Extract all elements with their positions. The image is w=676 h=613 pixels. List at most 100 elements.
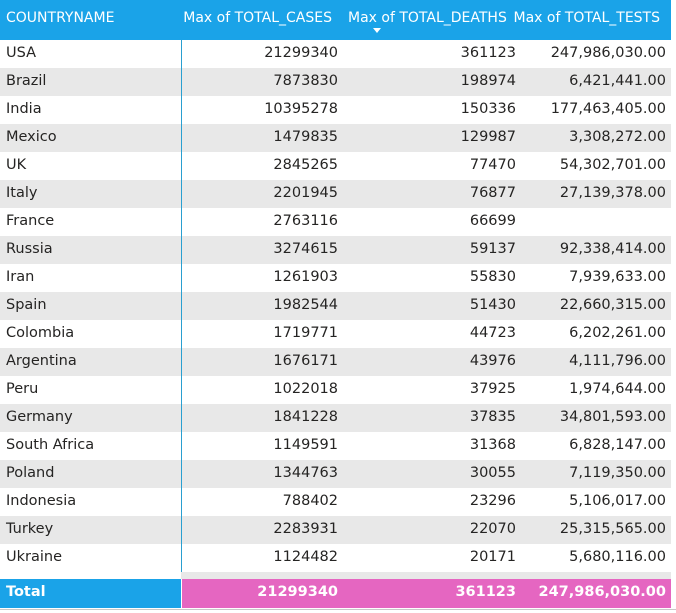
total-deaths-cell: 37925 <box>469 381 516 397</box>
country-cell: Colombia <box>6 325 75 341</box>
total-tests-cell: 1,974,644.00 <box>569 381 666 397</box>
total-deaths-cell: 30055 <box>469 465 516 481</box>
table-row[interactable]: Brazil 7873830 198974 6,421,441.00 <box>0 68 671 96</box>
total-tests-cell: 22,660,315.00 <box>559 297 666 313</box>
table-row[interactable]: Italy 2201945 76877 27,139,378.00 <box>0 180 671 208</box>
country-cell: South Africa <box>6 437 95 453</box>
total-tests-cell: 54,302,701.00 <box>559 157 666 173</box>
total-tests-cell: 5,106,017.00 <box>569 493 666 509</box>
table-row[interactable]: Ukraine 1124482 20171 5,680,116.00 <box>0 544 671 572</box>
column-header-total-tests[interactable]: Max of TOTAL_TESTS <box>513 10 660 26</box>
total-tests-cell: 247,986,030.00 <box>550 45 666 61</box>
table-row[interactable]: Iran 1261903 55830 7,939,633.00 <box>0 264 671 292</box>
total-cases-cell: 1841228 <box>273 409 338 425</box>
total-cases-cell: 21299340 <box>264 45 338 61</box>
total-deaths-cell: 55830 <box>469 269 516 285</box>
table-row[interactable]: Argentina 1676171 43976 4,111,796.00 <box>0 348 671 376</box>
total-deaths-cell: 31368 <box>469 437 516 453</box>
table-row[interactable]: Indonesia 788402 23296 5,106,017.00 <box>0 488 671 516</box>
total-tests-cell: 6,828,147.00 <box>569 437 666 453</box>
total-cases-cell: 3274615 <box>273 241 338 257</box>
partial-row <box>181 572 671 579</box>
country-cell: Ukraine <box>6 549 62 565</box>
country-cell: Mexico <box>6 129 57 145</box>
country-cell: Poland <box>6 465 55 481</box>
total-cases-cell: 1479835 <box>273 129 338 145</box>
total-cases-cell: 1149591 <box>273 437 338 453</box>
table-row[interactable]: Germany 1841228 37835 34,801,593.00 <box>0 404 671 432</box>
column-divider <box>181 40 182 579</box>
country-cell: Indonesia <box>6 493 77 509</box>
country-cell: India <box>6 101 42 117</box>
table-row[interactable]: USA 21299340 361123 247,986,030.00 <box>0 40 671 68</box>
total-tests-cell: 7,119,350.00 <box>569 465 666 481</box>
total-cases-cell: 1719771 <box>273 325 338 341</box>
table-row[interactable]: India 10395278 150336 177,463,405.00 <box>0 96 671 124</box>
total-tests-cell: 25,315,565.00 <box>559 521 666 537</box>
table-row[interactable]: Russia 3274615 59137 92,338,414.00 <box>0 236 671 264</box>
total-deaths-cell: 59137 <box>469 241 516 257</box>
table-row[interactable]: Turkey 2283931 22070 25,315,565.00 <box>0 516 671 544</box>
total-cases-cell: 2201945 <box>273 185 338 201</box>
country-cell: Argentina <box>6 353 77 369</box>
total-cases-cell: 7873830 <box>273 73 338 89</box>
total-cases-cell: 788402 <box>282 493 338 509</box>
table-row[interactable]: France 2763116 66699 <box>0 208 671 236</box>
total-cases-cell: 1344763 <box>273 465 338 481</box>
total-deaths-cell: 361123 <box>460 45 516 61</box>
total-tests-cell: 34,801,593.00 <box>559 409 666 425</box>
total-label-cell: Total <box>0 579 181 608</box>
country-cell: UK <box>6 157 27 173</box>
column-header-countryname[interactable]: COUNTRYNAME <box>6 10 115 26</box>
country-cell: Russia <box>6 241 53 257</box>
total-values-cell: 21299340 361123 247,986,030.00 <box>182 579 671 608</box>
table-header: COUNTRYNAME Max of TOTAL_CASES Max of TO… <box>0 0 671 40</box>
table-row[interactable]: Spain 1982544 51430 22,660,315.00 <box>0 292 671 320</box>
total-cases-cell: 1022018 <box>273 381 338 397</box>
country-cell: Spain <box>6 297 47 313</box>
column-header-total-cases[interactable]: Max of TOTAL_CASES <box>183 10 332 26</box>
total-tests-cell: 92,338,414.00 <box>559 241 666 257</box>
total-cases-cell: 1676171 <box>273 353 338 369</box>
table-row[interactable]: Peru 1022018 37925 1,974,644.00 <box>0 376 671 404</box>
sort-descending-icon[interactable] <box>373 28 381 33</box>
total-deaths-cell: 66699 <box>469 213 516 229</box>
column-header-total-deaths[interactable]: Max of TOTAL_DEATHS <box>348 10 507 26</box>
table-row[interactable]: Mexico 1479835 129987 3,308,272.00 <box>0 124 671 152</box>
table-bottom-border <box>0 609 676 610</box>
total-cases-cell: 10395278 <box>264 101 338 117</box>
table-row[interactable]: South Africa 1149591 31368 6,828,147.00 <box>0 432 671 460</box>
total-tests: 247,986,030.00 <box>538 584 666 600</box>
table-body: USA 21299340 361123 247,986,030.00 Brazil 787… <box>0 40 671 572</box>
total-deaths-cell: 37835 <box>469 409 516 425</box>
total-deaths-cell: 76877 <box>469 185 516 201</box>
total-tests-cell: 7,939,633.00 <box>569 269 666 285</box>
total-deaths-cell: 51430 <box>469 297 516 313</box>
country-cell: Brazil <box>6 73 47 89</box>
total-row: Total 21299340 361123 247,986,030.00 <box>0 579 671 608</box>
total-deaths-cell: 20171 <box>469 549 516 565</box>
total-tests-cell: 177,463,405.00 <box>550 101 666 117</box>
total-tests-cell: 5,680,116.00 <box>569 549 666 565</box>
table-row[interactable]: Colombia 1719771 44723 6,202,261.00 <box>0 320 671 348</box>
total-deaths-cell: 43976 <box>469 353 516 369</box>
total-cases-cell: 1982544 <box>273 297 338 313</box>
total-deaths-cell: 22070 <box>469 521 516 537</box>
table-row[interactable]: Poland 1344763 30055 7,119,350.00 <box>0 460 671 488</box>
country-cell: Italy <box>6 185 38 201</box>
total-deaths-cell: 198974 <box>460 73 516 89</box>
total-deaths-cell: 23296 <box>469 493 516 509</box>
table-row[interactable]: UK 2845265 77470 54,302,701.00 <box>0 152 671 180</box>
total-cases-cell: 2845265 <box>273 157 338 173</box>
total-tests-cell: 27,139,378.00 <box>559 185 666 201</box>
total-tests-cell: 6,202,261.00 <box>569 325 666 341</box>
country-cell: France <box>6 213 55 229</box>
country-cell: USA <box>6 45 37 61</box>
total-deaths-cell: 77470 <box>469 157 516 173</box>
country-cell: Peru <box>6 381 39 397</box>
total-tests-cell: 3,308,272.00 <box>569 129 666 145</box>
total-cases: 21299340 <box>257 584 338 600</box>
total-label: Total <box>6 584 46 600</box>
total-tests-cell: 6,421,441.00 <box>569 73 666 89</box>
